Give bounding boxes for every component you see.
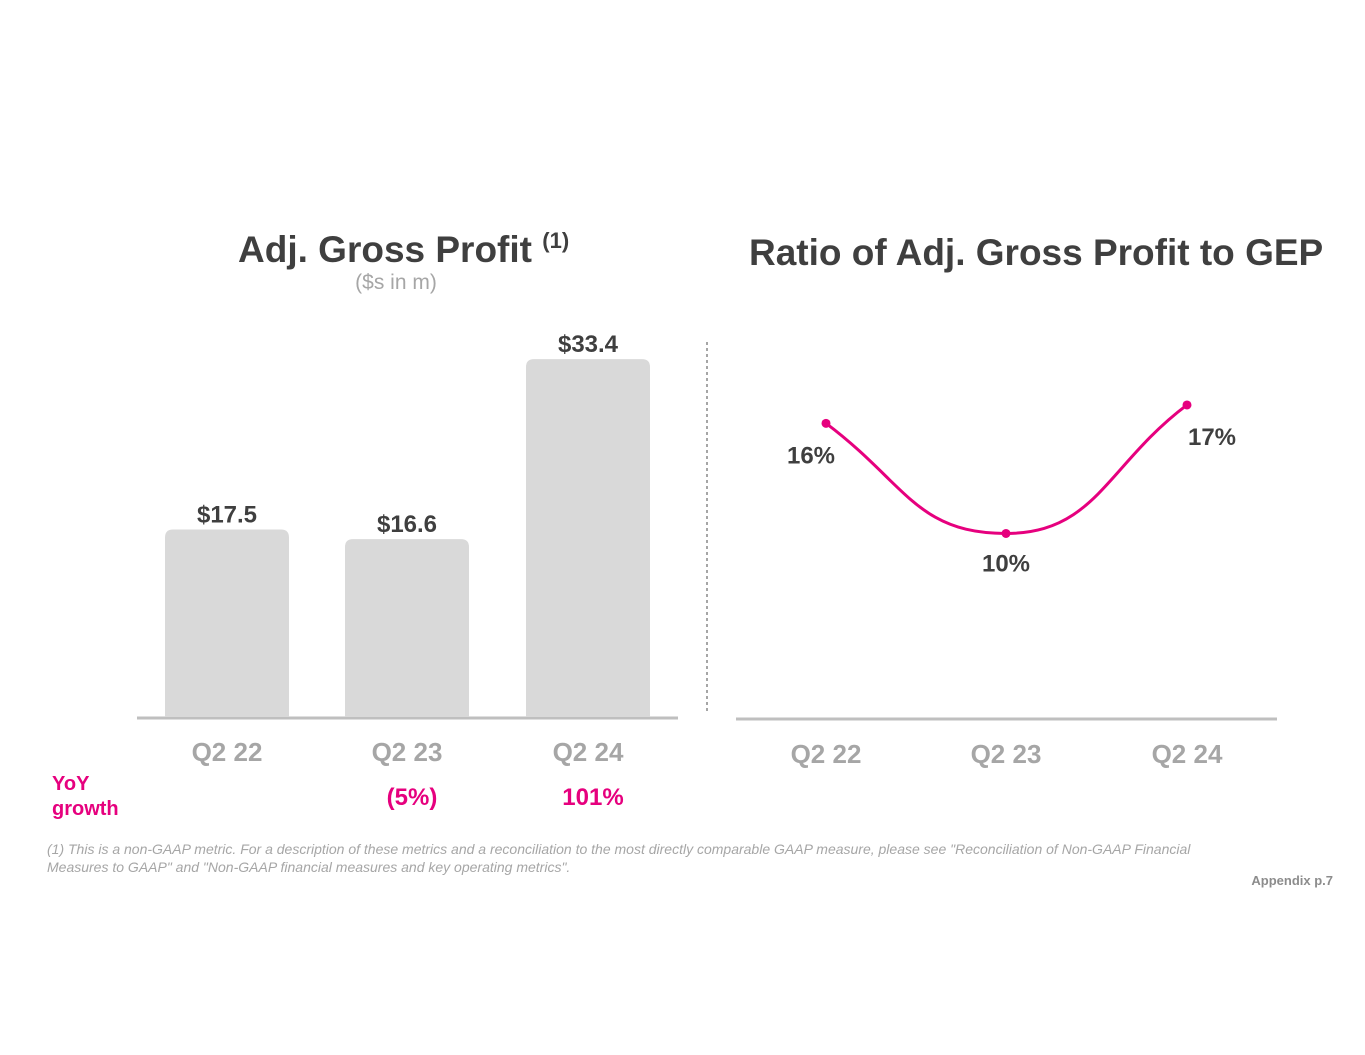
ratio-line — [825, 403, 1188, 535]
line-x-tick-label: Q2 24 — [1152, 739, 1223, 769]
line-series: 16% Q2 22 10% Q2 23 17% Q2 24 — [787, 400, 1236, 769]
yoy-growth-value: (5%) — [387, 784, 438, 811]
footnote-marker: (1) — [542, 228, 570, 253]
bar-1 — [345, 539, 469, 717]
line-point-2 — [1182, 400, 1192, 410]
line-data-label: 16% — [787, 442, 835, 469]
bar-x-tick-label: Q2 24 — [553, 737, 624, 767]
footnote: (1) This is a non-GAAP metric. For a des… — [47, 841, 1191, 875]
bar-0 — [165, 529, 289, 717]
line-x-tick-label: Q2 23 — [971, 739, 1042, 769]
bar-series: $17.5 Q2 22 $16.6 Q2 23 (5%) $33.4 Q2 24 101% — [165, 331, 650, 811]
line-x-tick-label: Q2 22 — [791, 739, 862, 769]
line-chart-title: Ratio of Adj. Gross Profit to GEP — [749, 232, 1324, 273]
bar-chart-subtitle: ($s in m) — [355, 271, 437, 294]
page-label: Appendix p.7 — [1251, 873, 1333, 888]
line-data-label: 17% — [1188, 424, 1236, 451]
bar-data-label: $33.4 — [558, 331, 619, 358]
line-data-label: 10% — [982, 550, 1030, 577]
line-point-0 — [821, 418, 831, 428]
bar-x-tick-label: Q2 23 — [372, 737, 443, 767]
yoy-growth-label: YoY growth — [52, 773, 119, 820]
bar-data-label: $16.6 — [377, 511, 437, 538]
line-point-1 — [1001, 528, 1011, 538]
bar-x-tick-label: Q2 22 — [192, 737, 263, 767]
yoy-growth-value: 101% — [562, 784, 623, 811]
bar-chart-title: Adj. Gross Profit (1) — [238, 228, 570, 270]
bar-data-label: $17.5 — [197, 502, 257, 529]
bar-2 — [526, 359, 650, 717]
